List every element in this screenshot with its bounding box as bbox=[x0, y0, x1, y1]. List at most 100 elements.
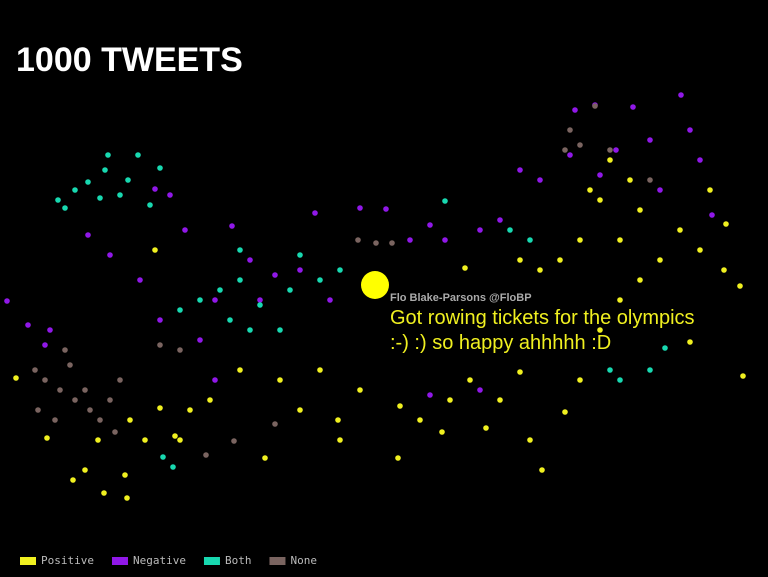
legend-swatch bbox=[203, 557, 220, 565]
point bbox=[697, 157, 703, 163]
point bbox=[170, 464, 176, 470]
point bbox=[357, 387, 363, 393]
point bbox=[127, 417, 133, 423]
chart-title: 1000 TWEETS bbox=[16, 41, 243, 79]
point bbox=[587, 187, 593, 193]
point bbox=[42, 342, 48, 348]
point bbox=[707, 187, 713, 193]
point bbox=[237, 367, 243, 373]
point bbox=[277, 327, 283, 333]
point bbox=[507, 227, 513, 233]
point bbox=[517, 167, 523, 173]
point bbox=[597, 327, 603, 333]
point bbox=[677, 227, 683, 233]
point bbox=[272, 272, 278, 278]
point bbox=[97, 195, 103, 201]
legend-swatch bbox=[20, 557, 36, 565]
point bbox=[62, 347, 68, 353]
point bbox=[47, 327, 53, 333]
point bbox=[212, 377, 218, 383]
point bbox=[562, 409, 568, 415]
point bbox=[678, 92, 684, 98]
point bbox=[182, 227, 188, 233]
tooltip: Flo Blake-Parsons @FloBP Got rowing tick… bbox=[390, 292, 695, 354]
point bbox=[627, 177, 633, 183]
point bbox=[373, 240, 379, 246]
point bbox=[107, 397, 113, 403]
point bbox=[740, 373, 746, 379]
point bbox=[262, 455, 268, 461]
point bbox=[160, 454, 166, 460]
point bbox=[467, 377, 473, 383]
point bbox=[85, 179, 91, 185]
point bbox=[117, 377, 123, 383]
point bbox=[637, 207, 643, 213]
point bbox=[203, 452, 209, 458]
point bbox=[355, 237, 361, 243]
point bbox=[72, 397, 78, 403]
point bbox=[197, 337, 203, 343]
point bbox=[657, 257, 663, 263]
point bbox=[157, 165, 163, 171]
tweet-text: Got rowing tickets for the olympics bbox=[390, 307, 695, 329]
point bbox=[537, 177, 543, 183]
point bbox=[257, 297, 263, 303]
point bbox=[55, 197, 61, 203]
point bbox=[62, 205, 68, 211]
point bbox=[247, 327, 253, 333]
point bbox=[142, 437, 148, 443]
point bbox=[167, 192, 173, 198]
legend: Positive Negative Both None bbox=[20, 554, 317, 567]
point bbox=[723, 221, 729, 227]
legend-swatch bbox=[269, 557, 286, 565]
point bbox=[97, 417, 103, 423]
point bbox=[447, 397, 453, 403]
point bbox=[477, 227, 483, 233]
point bbox=[483, 425, 489, 431]
point bbox=[317, 367, 323, 373]
point bbox=[197, 297, 203, 303]
point bbox=[577, 142, 583, 148]
point bbox=[207, 397, 213, 403]
point bbox=[497, 397, 503, 403]
point bbox=[592, 103, 598, 109]
point bbox=[82, 467, 88, 473]
point bbox=[25, 322, 31, 328]
point bbox=[4, 298, 10, 304]
point bbox=[657, 187, 663, 193]
point bbox=[617, 377, 623, 383]
point bbox=[327, 297, 333, 303]
point bbox=[577, 377, 583, 383]
point bbox=[57, 387, 63, 393]
point bbox=[647, 137, 653, 143]
point bbox=[157, 405, 163, 411]
point bbox=[32, 367, 38, 373]
point bbox=[497, 217, 503, 223]
point bbox=[237, 277, 243, 283]
point bbox=[87, 407, 93, 413]
point bbox=[44, 435, 50, 441]
point bbox=[395, 455, 401, 461]
point bbox=[95, 437, 101, 443]
legend-label: None bbox=[290, 554, 317, 567]
point bbox=[577, 237, 583, 243]
point bbox=[177, 437, 183, 443]
point bbox=[417, 417, 423, 423]
point bbox=[427, 222, 433, 228]
point bbox=[137, 277, 143, 283]
point bbox=[439, 429, 445, 435]
point bbox=[82, 387, 88, 393]
point bbox=[152, 247, 158, 253]
point bbox=[527, 237, 533, 243]
points bbox=[4, 92, 746, 501]
point bbox=[597, 197, 603, 203]
point bbox=[427, 392, 433, 398]
legend-label: Positive bbox=[41, 554, 94, 567]
point bbox=[537, 267, 543, 273]
point bbox=[237, 247, 243, 253]
point bbox=[383, 206, 389, 212]
point bbox=[157, 342, 163, 348]
point bbox=[462, 265, 468, 271]
